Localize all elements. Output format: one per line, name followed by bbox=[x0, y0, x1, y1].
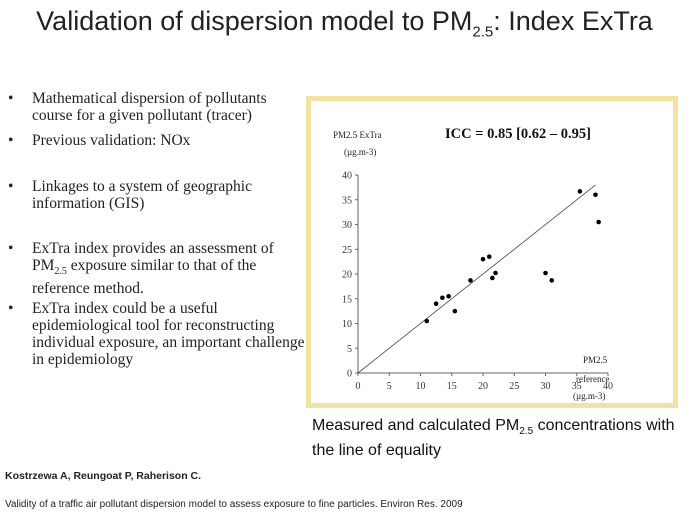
x-axis-label-line2: reference bbox=[576, 374, 609, 384]
chart-caption: Measured and calculated PM2.5 concentrat… bbox=[312, 416, 684, 460]
bullet-marker: • bbox=[8, 132, 14, 149]
caption-text-rest: concentrations with the line of equality bbox=[312, 417, 675, 460]
equality-line-group bbox=[357, 184, 596, 374]
slide-title-rest: : Index ExTra bbox=[493, 6, 653, 36]
x-axis-label-line1: PM2.5 bbox=[583, 355, 608, 365]
x-tick-label: 10 bbox=[416, 381, 426, 392]
scatter-chart: ICC = 0.85 [0.62 – 0.95] PM2.5 ExTra (µg… bbox=[333, 126, 613, 401]
chart-frame: ICC = 0.85 [0.62 – 0.95] PM2.5 ExTra (µg… bbox=[306, 96, 678, 408]
x-tick-label: 30 bbox=[541, 381, 551, 392]
bullet-marker: • bbox=[8, 178, 14, 195]
bullet-text-part: exposure similar to that of the referenc… bbox=[32, 257, 257, 298]
bullet-marker: • bbox=[8, 90, 14, 107]
bullet-marker: • bbox=[8, 240, 14, 257]
bullet-text: Mathematical dispersion of pollutants co… bbox=[32, 90, 267, 124]
data-points bbox=[424, 189, 601, 324]
y-tick-label: 40 bbox=[342, 171, 352, 182]
bullet-text: Previous validation: NOx bbox=[32, 132, 191, 149]
bullet-text: ExTra index provides an assessment of PM… bbox=[32, 240, 274, 297]
caption-subscript: 2.5 bbox=[519, 426, 534, 438]
data-point bbox=[440, 295, 445, 301]
bullet-text-part: ExTra index provides an assessment of PM bbox=[32, 240, 274, 274]
bullet-text: ExTra index could be a useful epidemiolo… bbox=[32, 300, 305, 368]
bullet-text-subscript: 2.5 bbox=[54, 266, 67, 278]
caption-text: Measured and calculated PM bbox=[312, 417, 520, 434]
slide-title-subscript: 2.5 bbox=[472, 23, 494, 41]
x-tick-label: 5 bbox=[387, 381, 392, 392]
y-tick-label: 0 bbox=[347, 369, 352, 380]
slide-title: Validation of dispersion model to PM2.5:… bbox=[0, 4, 689, 49]
equality-line bbox=[357, 184, 596, 374]
y-tick-label: 30 bbox=[342, 220, 352, 231]
data-point bbox=[433, 301, 439, 306]
data-point bbox=[446, 293, 451, 299]
bullet-item: • ExTra index could be a useful epidemio… bbox=[8, 300, 308, 368]
data-point bbox=[486, 254, 492, 259]
data-point bbox=[593, 192, 598, 198]
bullet-marker: • bbox=[8, 300, 14, 317]
y-tick-label: 35 bbox=[342, 195, 352, 206]
data-point bbox=[549, 278, 555, 283]
y-axis-label-line1: PM2.5 ExTra bbox=[333, 130, 382, 140]
data-point bbox=[493, 270, 498, 276]
data-point bbox=[424, 318, 430, 324]
icc-annotation: ICC = 0.85 [0.62 – 0.95] bbox=[445, 126, 591, 142]
x-tick-label: 35 bbox=[572, 381, 582, 392]
y-tick-label: 20 bbox=[342, 270, 352, 281]
data-point bbox=[480, 256, 486, 262]
y-axis-label-line2: (µg.m-3) bbox=[344, 147, 376, 157]
data-point bbox=[543, 270, 548, 276]
data-point bbox=[490, 275, 495, 281]
bullet-item: • Previous validation: NOx bbox=[8, 132, 308, 149]
data-point bbox=[577, 189, 583, 194]
x-tick-label: 20 bbox=[478, 381, 488, 392]
data-point bbox=[596, 219, 601, 225]
bullet-item: • Mathematical dispersion of pollutants … bbox=[8, 90, 308, 124]
data-point bbox=[452, 308, 458, 314]
authors: Kostrzewa A, Reungoat P, Raherison C. bbox=[5, 470, 202, 482]
y-tick-label: 10 bbox=[342, 319, 352, 330]
x-tick-label: 25 bbox=[509, 381, 519, 392]
x-axis-label-line3: (µg.m-3) bbox=[573, 391, 605, 401]
x-tick-label: 15 bbox=[447, 381, 457, 392]
reference: Validity of a traffic air pollutant disp… bbox=[5, 499, 463, 510]
bullet-item: • Linkages to a system of geographic inf… bbox=[8, 178, 308, 212]
x-tick-label: 40 bbox=[603, 381, 613, 392]
bullet-text: Linkages to a system of geographic infor… bbox=[32, 178, 252, 212]
y-tick-label: 5 bbox=[347, 344, 352, 355]
slide-title-main: Validation of dispersion model to PM bbox=[36, 6, 473, 36]
bullet-item: • ExTra index provides an assessment of … bbox=[8, 240, 308, 297]
x-tick-label: 0 bbox=[356, 381, 361, 392]
y-tick-label: 25 bbox=[342, 245, 352, 256]
chart-axes: 0 5 10 15 20 25 30 35 40 0 5 10 15 20 25 30 35 40 bbox=[342, 171, 613, 393]
y-tick-label: 15 bbox=[342, 294, 352, 305]
data-point bbox=[468, 278, 473, 283]
